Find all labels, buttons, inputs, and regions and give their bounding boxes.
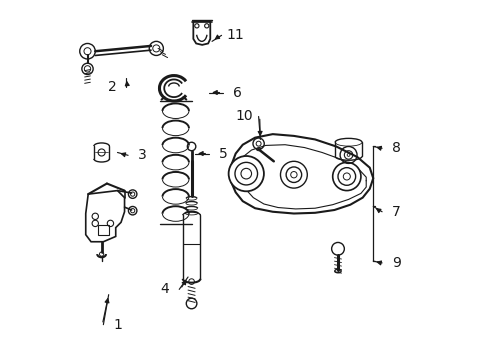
- Text: 2: 2: [108, 80, 116, 94]
- Text: 1: 1: [113, 318, 122, 332]
- Text: 9: 9: [391, 256, 400, 270]
- Circle shape: [332, 162, 360, 190]
- Text: 6: 6: [232, 86, 242, 99]
- Polygon shape: [230, 134, 372, 213]
- Polygon shape: [193, 21, 210, 45]
- Text: 8: 8: [391, 141, 400, 155]
- Text: 7: 7: [391, 205, 400, 219]
- Text: 4: 4: [161, 282, 169, 296]
- Polygon shape: [85, 190, 124, 242]
- Circle shape: [228, 156, 264, 191]
- Text: 5: 5: [219, 147, 227, 161]
- Text: 11: 11: [226, 28, 244, 42]
- Text: 10: 10: [235, 109, 253, 123]
- Circle shape: [280, 161, 306, 188]
- Text: 3: 3: [138, 148, 146, 162]
